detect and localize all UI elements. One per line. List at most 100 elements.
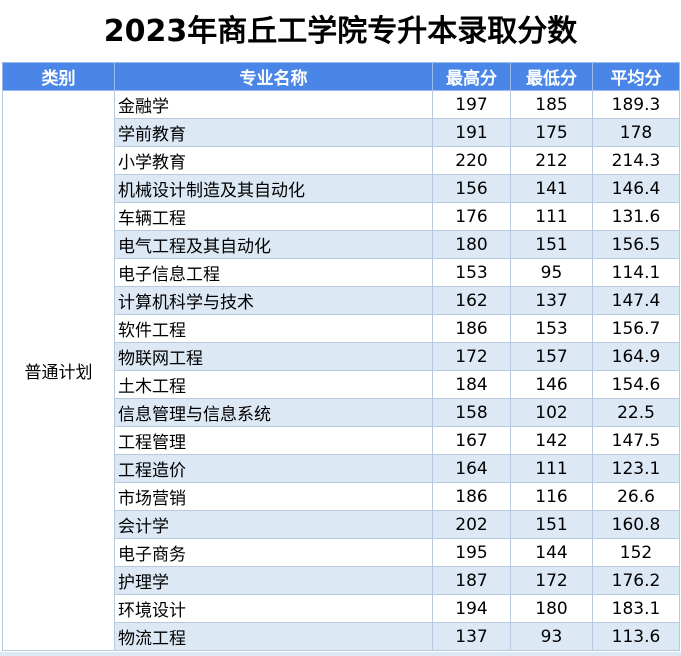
avg-score-cell: 152 — [592, 538, 680, 567]
min-score-cell: 185 — [510, 90, 593, 119]
min-score-cell: 146 — [510, 370, 593, 399]
avg-score-cell: 156.7 — [592, 314, 680, 343]
major-cell: 物流工程 — [114, 622, 433, 651]
major-cell: 小学教育 — [114, 146, 433, 175]
table-row: 学前教育 191 175 178 — [3, 118, 680, 147]
min-score-cell: 144 — [510, 538, 593, 567]
min-score-cell: 137 — [510, 286, 593, 315]
table-row: 普通计划 金融学 197 185 189.3 — [2, 90, 680, 651]
min-score-cell: 151 — [510, 510, 593, 539]
min-score-cell: 175 — [510, 118, 593, 147]
min-score-cell: 116 — [510, 482, 593, 511]
table-row: 土木工程 184 146 154.6 — [3, 370, 680, 399]
table-header-row: 类别 专业名称 最高分 最低分 平均分 — [2, 62, 680, 91]
min-score-cell: 111 — [510, 202, 593, 231]
min-score-cell: 111 — [510, 454, 593, 483]
max-score-cell: 164 — [432, 454, 511, 483]
max-score-cell: 191 — [432, 118, 511, 147]
min-score-cell: 153 — [510, 314, 593, 343]
avg-score-cell: 160.8 — [592, 510, 680, 539]
table-row: 软件工程 186 153 156.7 — [3, 314, 680, 343]
avg-score-cell: 176.2 — [592, 566, 680, 595]
header-category: 类别 — [2, 62, 115, 91]
major-cell: 机械设计制造及其自动化 — [114, 174, 433, 203]
category-cell: 普通计划 — [2, 90, 115, 651]
max-score-cell: 186 — [432, 482, 511, 511]
avg-score-cell: 189.3 — [592, 90, 680, 119]
table-row: 市场营销 186 116 26.6 — [3, 482, 680, 511]
table-row: 车辆工程 176 111 131.6 — [3, 202, 680, 231]
avg-score-cell: 26.6 — [592, 482, 680, 511]
header-max: 最高分 — [432, 62, 511, 91]
avg-score-cell: 146.4 — [592, 174, 680, 203]
table-row: 小学教育 220 212 214.3 — [3, 146, 680, 175]
min-score-cell: 93 — [510, 622, 593, 651]
min-score-cell: 142 — [510, 426, 593, 455]
major-cell: 电子信息工程 — [114, 258, 433, 287]
major-cell: 软件工程 — [114, 314, 433, 343]
min-score-cell: 151 — [510, 230, 593, 259]
table-row: 物联网工程 172 157 164.9 — [3, 342, 680, 371]
major-cell: 市场营销 — [114, 482, 433, 511]
min-score-cell: 102 — [510, 398, 593, 427]
major-cell: 物联网工程 — [114, 342, 433, 371]
max-score-cell: 153 — [432, 258, 511, 287]
min-score-cell: 180 — [510, 594, 593, 623]
max-score-cell: 184 — [432, 370, 511, 399]
major-cell: 电气工程及其自动化 — [114, 230, 433, 259]
table-row: 工程管理 167 142 147.5 — [3, 426, 680, 455]
major-cell: 工程造价 — [114, 454, 433, 483]
max-score-cell: 162 — [432, 286, 511, 315]
score-table: 类别 专业名称 最高分 最低分 平均分 普通计划 金融学 197 185 189.3 学前… — [2, 62, 680, 651]
table-row: 会计学 202 151 160.8 — [3, 510, 680, 539]
max-score-cell: 186 — [432, 314, 511, 343]
major-cell: 工程管理 — [114, 426, 433, 455]
table-row: 工程造价 164 111 123.1 — [3, 454, 680, 483]
max-score-cell: 194 — [432, 594, 511, 623]
table-continuation-strip — [0, 652, 681, 656]
header-major: 专业名称 — [114, 62, 433, 91]
max-score-cell: 158 — [432, 398, 511, 427]
avg-score-cell: 214.3 — [592, 146, 680, 175]
min-score-cell: 172 — [510, 566, 593, 595]
avg-score-cell: 147.4 — [592, 286, 680, 315]
avg-score-cell: 147.5 — [592, 426, 680, 455]
max-score-cell: 167 — [432, 426, 511, 455]
major-cell: 学前教育 — [114, 118, 433, 147]
avg-score-cell: 131.6 — [592, 202, 680, 231]
header-min: 最低分 — [510, 62, 593, 91]
max-score-cell: 172 — [432, 342, 511, 371]
max-score-cell: 220 — [432, 146, 511, 175]
max-score-cell: 156 — [432, 174, 511, 203]
major-cell: 环境设计 — [114, 594, 433, 623]
table-row: 环境设计 194 180 183.1 — [3, 594, 680, 623]
major-cell: 土木工程 — [114, 370, 433, 399]
major-cell: 信息管理与信息系统 — [114, 398, 433, 427]
max-score-cell: 176 — [432, 202, 511, 231]
avg-score-cell: 113.6 — [592, 622, 680, 651]
max-score-cell: 195 — [432, 538, 511, 567]
avg-score-cell: 178 — [592, 118, 680, 147]
major-cell: 金融学 — [114, 90, 433, 119]
max-score-cell: 137 — [432, 622, 511, 651]
table-row: 机械设计制造及其自动化 156 141 146.4 — [3, 174, 680, 203]
major-cell: 车辆工程 — [114, 202, 433, 231]
major-cell: 护理学 — [114, 566, 433, 595]
table-body: 普通计划 金融学 197 185 189.3 学前教育 191 175 178 小学教育 220 21… — [2, 90, 680, 651]
table-row: 物流工程 137 93 113.6 — [3, 622, 680, 651]
max-score-cell: 202 — [432, 510, 511, 539]
min-score-cell: 95 — [510, 258, 593, 287]
max-score-cell: 187 — [432, 566, 511, 595]
min-score-cell: 141 — [510, 174, 593, 203]
header-avg: 平均分 — [592, 62, 680, 91]
avg-score-cell: 123.1 — [592, 454, 680, 483]
table-row: 护理学 187 172 176.2 — [3, 566, 680, 595]
avg-score-cell: 22.5 — [592, 398, 680, 427]
max-score-cell: 197 — [432, 90, 511, 119]
table-row: 计算机科学与技术 162 137 147.4 — [3, 286, 680, 315]
page-title: 2023年商丘工学院专升本录取分数 — [103, 14, 578, 49]
min-score-cell: 212 — [510, 146, 593, 175]
major-cell: 计算机科学与技术 — [114, 286, 433, 315]
min-score-cell: 157 — [510, 342, 593, 371]
